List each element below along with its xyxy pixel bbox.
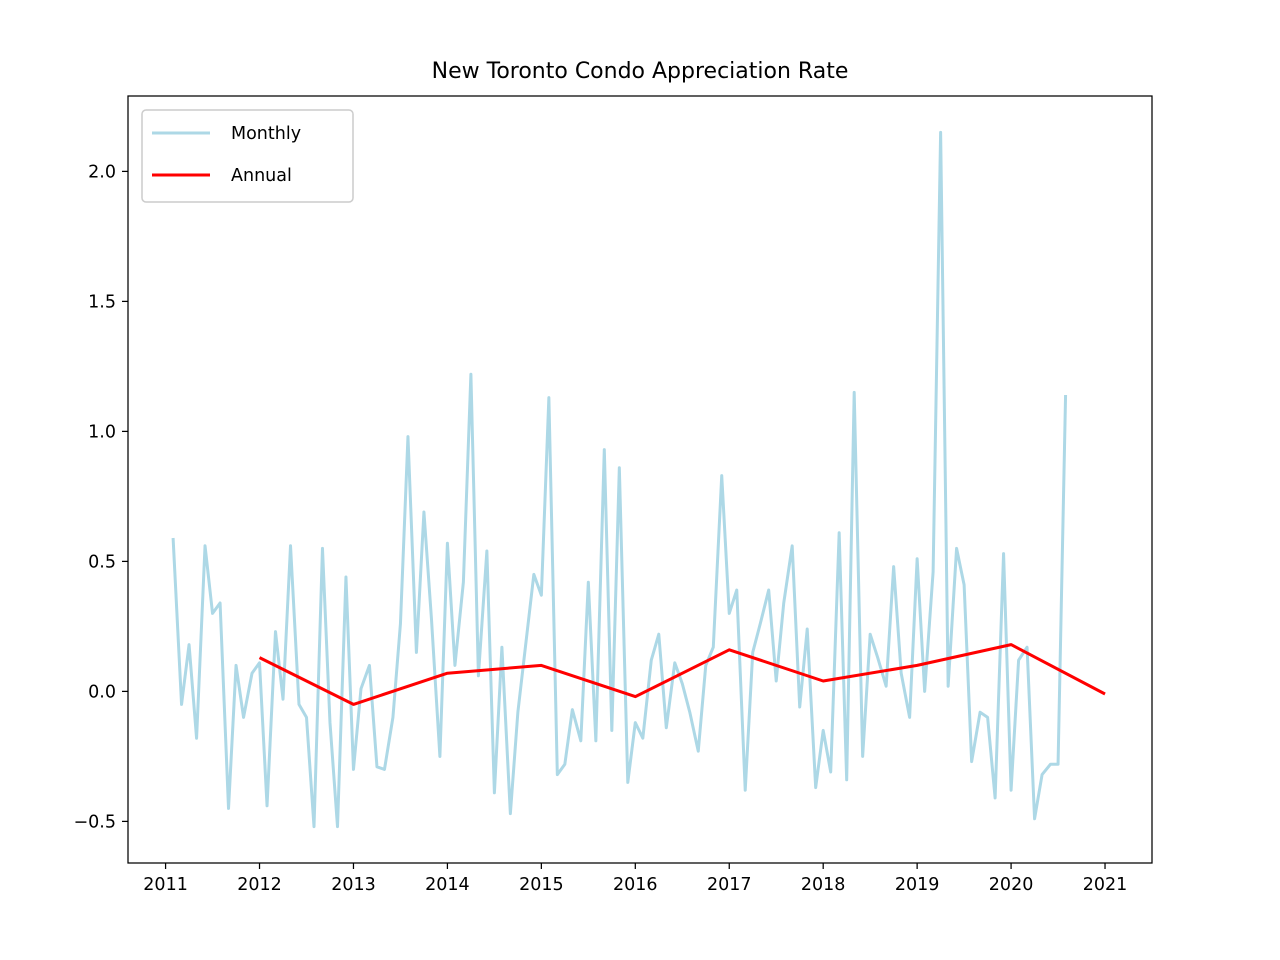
series-layer <box>171 130 1106 829</box>
legend-label-monthly: Monthly <box>231 124 301 144</box>
x-tick-label: 2019 <box>895 875 940 895</box>
y-tick-label: 0.0 <box>88 682 116 702</box>
x-axis: 2011 2012 2013 2014 2015 2016 2017 2018 2019 2020… <box>143 863 1127 895</box>
x-tick-label: 2013 <box>331 875 376 895</box>
x-tick-label: 2021 <box>1083 875 1128 895</box>
legend-label-annual: Annual <box>231 166 292 186</box>
y-tick-label: 2.0 <box>88 162 116 182</box>
x-tick-label: 2014 <box>425 875 470 895</box>
x-tick-label: 2018 <box>801 875 846 895</box>
y-axis: −0.5 0.0 0.5 1.0 1.5 2.0 <box>74 162 128 832</box>
x-tick-label: 2015 <box>519 875 564 895</box>
y-tick-label: 0.5 <box>88 552 116 572</box>
plot-area-frame <box>127 95 1153 864</box>
series-line-annual <box>258 643 1106 706</box>
x-tick-label: 2011 <box>143 875 188 895</box>
y-tick-label: 1.0 <box>88 422 116 442</box>
y-tick-label: −0.5 <box>74 812 117 832</box>
x-tick-label: 2020 <box>989 875 1034 895</box>
x-tick-label: 2017 <box>707 875 752 895</box>
series-line-monthly <box>171 130 1068 829</box>
x-tick-label: 2012 <box>237 875 282 895</box>
y-tick-label: 1.5 <box>88 292 116 312</box>
legend: Monthly Annual <box>141 109 354 203</box>
x-tick-label: 2016 <box>613 875 658 895</box>
chart-title: New Toronto Condo Appreciation Rate <box>432 59 849 84</box>
